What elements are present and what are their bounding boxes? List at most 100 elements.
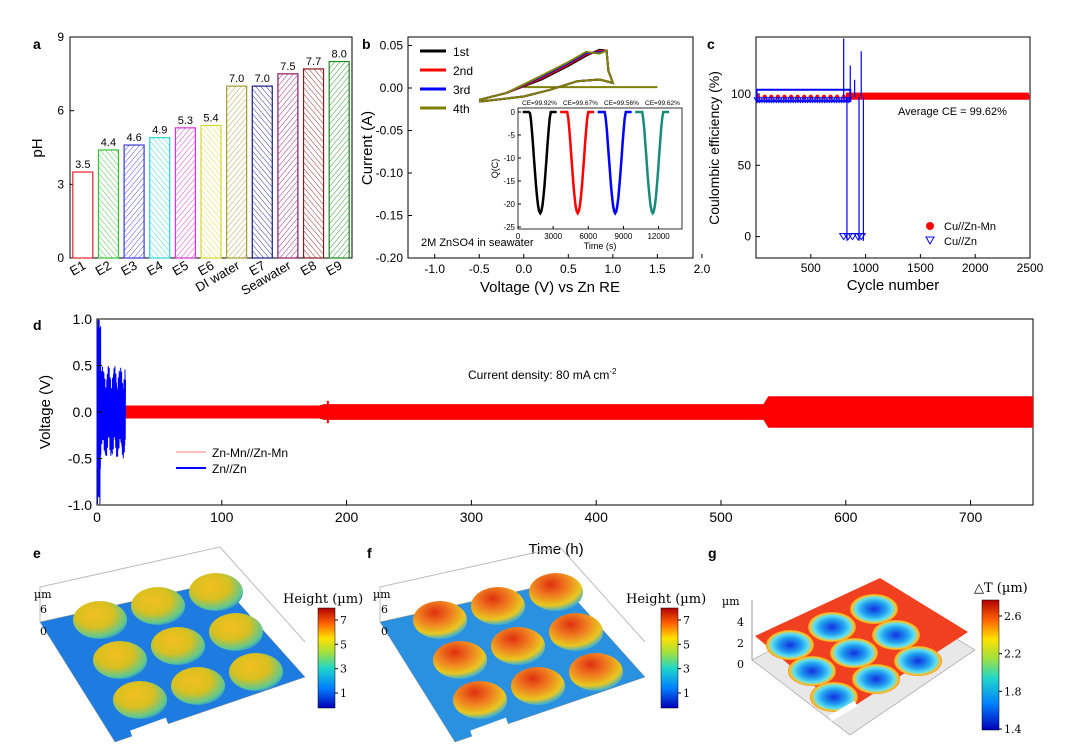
colorbar-title-g: △T (µm): [974, 581, 1028, 596]
colorbar-tick-label: 1.8: [1004, 685, 1022, 698]
bar-8: [277, 73, 299, 259]
x-tick-label-b: 1.0: [605, 262, 622, 276]
colorbar-tick-label: 2.6: [1004, 610, 1022, 623]
y-tick-label-d: 1.0: [73, 311, 93, 327]
panel-letter-e: e: [33, 545, 41, 561]
bar-value-label-3: 4.9: [152, 125, 167, 137]
cell-0-1: [808, 612, 856, 642]
annotation-b: 2M ZnSO4 in seawater: [421, 237, 534, 249]
point-cu-zn-mn: [920, 94, 925, 100]
y-tick-label-a: 3: [57, 177, 64, 191]
annotation-d-sup: -2: [609, 367, 617, 376]
colorbar-tick-label: 3: [683, 663, 690, 676]
inset-x-tick-label: 12000: [647, 232, 670, 241]
cell-1-0: [788, 656, 836, 686]
dome-0-2: [529, 573, 583, 611]
axes-d: 0 100 200 300 400 500 600 700 1.0 0.5 0.0 -0.5 -1.0: [68, 311, 983, 525]
cell-2-2: [894, 646, 942, 676]
dome-1-2: [549, 613, 603, 651]
panel-letter-b: b: [362, 36, 371, 52]
point-cu-zn-mn: [900, 94, 906, 100]
dome-0-0: [413, 601, 467, 639]
legend-label-cu-zn-mn: Cu//Zn-Mn: [944, 221, 996, 233]
x-tick-label-c: 1000: [852, 261, 879, 275]
y-tick-label-d: 0.0: [73, 404, 93, 420]
bar-value-label-7: 7.0: [255, 73, 270, 85]
legend-label-4th: 4th: [453, 102, 470, 116]
panel-c: c 500 1000 1500 2000 2500 0 50 100 Cycle number…: [706, 36, 1044, 294]
panel-letter-c: c: [707, 36, 715, 52]
colorbar-tick-label: 1: [340, 687, 347, 700]
bar-value-label-9: 7.7: [306, 56, 321, 68]
y-tick-label-b: 0.05: [380, 39, 404, 53]
colorbar-tick-label: 2.2: [1004, 648, 1022, 661]
x-tick-label-d: 200: [335, 509, 359, 525]
bar-value-label-1: 4.4: [101, 137, 116, 149]
y-tick-label-a: 0: [57, 251, 64, 265]
point-cu-zn-mn: [913, 94, 919, 100]
y-tick-label-d: -1.0: [68, 497, 92, 513]
x-tick-label-c: 1500: [907, 261, 934, 275]
x-tick-label-b: 2.0: [694, 262, 711, 276]
scatter-c: [753, 38, 1031, 241]
scale-bar: [828, 700, 858, 722]
annotation-d-text: Current density: 80 mA cm: [468, 368, 609, 382]
y-axis-label-c: Coulombic efficiency (%): [706, 71, 722, 225]
x-axis-label-c: Cycle number: [847, 277, 940, 294]
trace-zn-zn: [96, 319, 126, 505]
inset-y-tick-label: -20: [503, 200, 515, 209]
point-cu-zn-mn: [1019, 94, 1024, 100]
bar-value-label-2: 4.6: [126, 132, 141, 144]
y-tick-label-c: 50: [738, 158, 752, 172]
point-cu-zn-mn: [894, 94, 899, 100]
point-cu-zn-mn: [966, 94, 971, 100]
point-cu-zn-mn: [959, 94, 965, 100]
plot-frame-c: [755, 36, 1031, 259]
legend-c: Cu//Zn-Mn Cu//Zn: [925, 221, 996, 248]
legend-marker-cu-zn-mn: [926, 222, 934, 230]
trace-zn-mn: [124, 396, 1034, 428]
y-tick-label-a: 9: [57, 30, 64, 44]
panel-letter-f: f: [367, 545, 372, 561]
legend-label-1st: 1st: [453, 45, 470, 59]
point-cu-zn-mn: [887, 94, 892, 100]
x-tick-label-a: E1: [67, 258, 88, 279]
y-axis-label-d: Voltage (V): [37, 375, 54, 449]
point-cu-zn-mn: [1005, 94, 1011, 100]
point-cu-zn-mn: [940, 94, 945, 100]
inset-ce-label-1: CE=99.67%: [563, 100, 598, 107]
y-tick-label-d: -0.5: [68, 451, 92, 467]
y-tick-label-b: -0.10: [376, 166, 404, 180]
bar-value-label-8: 7.5: [280, 61, 295, 73]
x-tick-label-a: Seawater: [238, 257, 294, 298]
y-tick-label-b: -0.05: [376, 124, 404, 138]
dome-0-2: [189, 573, 243, 611]
x-tick-label-c: 2500: [1017, 261, 1044, 275]
y-tick-label-c: 0: [744, 230, 751, 244]
scale-bar: [470, 717, 509, 738]
inset-y-tick-label: -15: [503, 177, 515, 186]
x-tick-label-c: 2000: [962, 261, 989, 275]
bar-7: [251, 85, 273, 259]
dome-2-2: [229, 653, 283, 691]
point-cu-zn-mn: [979, 94, 984, 100]
axes-b: -1.0 -0.5 0.0 0.5 1.0 1.5 2.0 0.05 0.00 -0.05 -0.1…: [376, 39, 711, 277]
dome-2-1: [171, 667, 225, 705]
annotation-c: Average CE = 99.62%: [898, 106, 1007, 118]
bar-value-label-4: 5.3: [178, 115, 193, 127]
dome-0-1: [471, 587, 525, 625]
axes-c: 500 1000 1500 2000 2500 0 50 100: [731, 87, 1044, 275]
surface-e: [39, 546, 306, 743]
bar-10: [328, 60, 350, 259]
y-tick-label-c: 100: [731, 87, 751, 101]
point-cu-zn-mn: [1025, 94, 1031, 100]
inset-x-label: Time (s): [584, 241, 617, 251]
inset-b: 0 3000 6000 9000 12000 0 -5 -10 -15 -20 -25 Time (s…: [490, 100, 683, 251]
panel-g: g µm 4 2 0 △T (µm) 2.6 2.2 1.8 1.4: [708, 545, 1028, 736]
x-tick-label-a: E4: [144, 258, 165, 279]
point-cu-zn-mn: [907, 94, 912, 100]
bar-4: [174, 127, 196, 259]
x-tick-label-d: 400: [585, 509, 609, 525]
z-axis-label-g: µm: [722, 595, 740, 608]
x-tick-label-a: E6: [195, 258, 216, 279]
